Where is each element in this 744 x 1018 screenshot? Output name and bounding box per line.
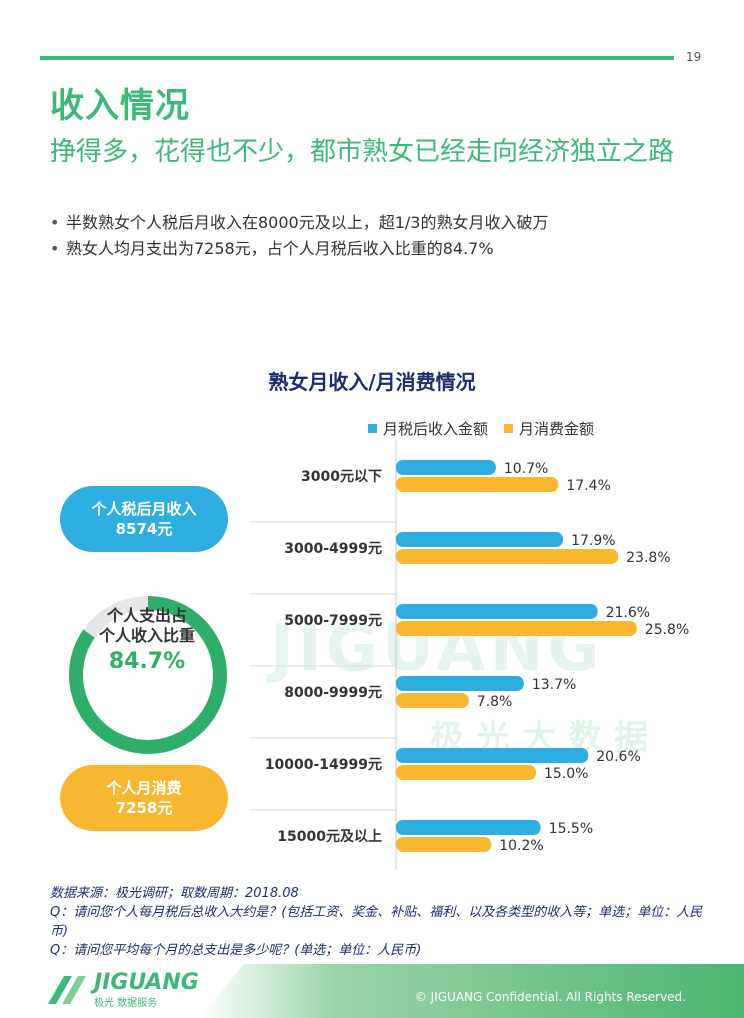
data-label-income: 10.7% [504,461,548,477]
footer-band [200,964,744,1018]
bar-spend [396,477,559,492]
data-label-income: 21.6% [606,605,650,621]
category-label: 3000-4999元 [284,541,382,557]
bullet-list: 半数熟女个人税后月收入在8000元及以上，超1/3的熟女月收入破万 熟女人均月支… [50,210,710,262]
bullet-item: 半数熟女个人税后月收入在8000元及以上，超1/3的熟女月收入破万 [50,210,710,236]
data-label-spend: 17.4% [566,478,610,494]
page-number: 19 [686,50,702,64]
ratio-label-1: 个人支出占 [106,606,187,625]
income-label: 个人税后月收入 [91,500,197,518]
chart-title: 熟女月收入/月消费情况 [268,370,476,394]
bar-spend [396,693,469,708]
page-title: 收入情况 [50,86,190,126]
bar-income [396,460,496,475]
category-label: 8000-9999元 [284,685,382,701]
category-label: 10000-14999元 [265,757,382,773]
income-value: 8574元 [115,520,173,538]
spend-pill: 个人月消费 7258元 [60,765,228,831]
copyright: © JIGUANG Confidential. All Rights Reser… [414,990,686,1004]
legend-label-spend: 月消费金额 [519,420,595,438]
bar-income [396,532,564,547]
data-label-spend: 15.0% [544,766,588,782]
source-line: 数据来源：极光调研；取数周期：2018.08 [50,886,299,901]
spend-value: 7258元 [115,799,173,817]
legend-item-spend: 月消费金额 [504,418,594,439]
data-label-income: 20.6% [596,749,640,765]
ratio-value: 84.7% [108,649,186,674]
ratio-ring [69,596,227,754]
question-2: Q：请问您平均每个月的总支出是多少呢？(单选；单位：人民币) [50,943,422,958]
source-notes: 数据来源：极光调研；取数周期：2018.08 Q：请问您个人每月税后总收入大约是… [50,884,710,960]
legend-swatch-income [368,424,377,433]
data-label-spend: 23.8% [626,550,670,566]
spend-label: 个人月消费 [106,779,182,797]
ring-progress [69,596,227,754]
bar-chart: 3000元以下 10.7% 17.4% 3000-4999元 17.9% 23.8% 500… [250,440,689,870]
bar-spend [396,549,619,564]
page-subtitle: 挣得多，花得也不少，都市熟女已经走向经济独立之路 [50,137,675,167]
header-rule [40,56,674,60]
bar-spend [396,621,637,636]
income-pill: 个人税后月收入 8574元 [60,486,228,552]
footer: JIGUANG 极光 数据服务 © JIGUANG Confidential. … [0,964,744,1018]
bar-income [396,748,589,763]
category-label: 15000元及以上 [277,829,382,845]
data-label-income: 17.9% [571,533,615,549]
ratio-text: 个人支出占 个人收入比重 84.7% [72,606,222,674]
category-label: 5000-7999元 [284,613,382,629]
jiguang-logo-icon [48,976,86,1004]
data-label-spend: 25.8% [645,622,689,638]
legend-swatch-spend [504,424,514,433]
chart-legend: 月税后收入金额 月消费金额 [368,418,594,439]
bar-income [396,604,598,619]
data-label-spend: 10.2% [499,838,543,854]
bar-spend [396,837,492,852]
bar-spend [396,765,536,780]
logo-tag: 极光 数据服务 [94,997,158,1009]
bar-income [396,676,524,691]
question-1: Q：请问您个人每月税后总收入大约是？(包括工资、奖金、补贴、福利、以及各类型的收… [50,905,703,939]
data-label-spend: 7.8% [477,694,513,710]
ratio-label-2: 个人收入比重 [98,626,195,645]
bullet-item: 熟女人均月支出为7258元，占个人月税后收入比重的84.7% [50,236,710,262]
logo-brand: JIGUANG [94,969,199,995]
legend-label-income: 月税后收入金额 [383,420,489,438]
category-label: 3000元以下 [301,469,382,485]
legend-item-income: 月税后收入金额 [368,418,488,439]
data-label-income: 15.5% [549,821,593,837]
jiguang-logo: JIGUANG 极光 数据服务 [44,970,199,1010]
bar-income [396,820,541,835]
data-label-income: 13.7% [532,677,576,693]
